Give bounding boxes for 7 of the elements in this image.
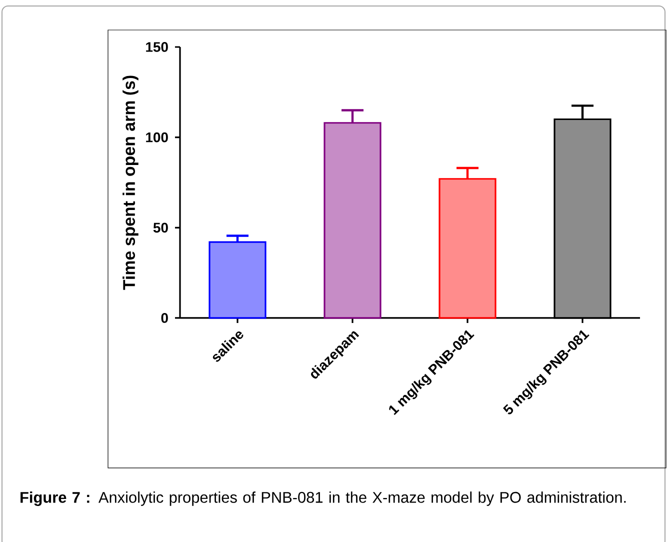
y-tick-label: 150 [146, 42, 168, 52]
y-tick-label: 50 [153, 222, 168, 233]
y-tick-label: 100 [146, 132, 168, 142]
bar [208, 241, 266, 319]
y-axis-title: Time spent in open arm (s) [122, 76, 138, 290]
y-tick-label: 0 [161, 313, 168, 323]
text: Figure 7 : Anxiolytic properties of PNB-081 in the X-maze model by PO administration. [20, 492, 626, 506]
